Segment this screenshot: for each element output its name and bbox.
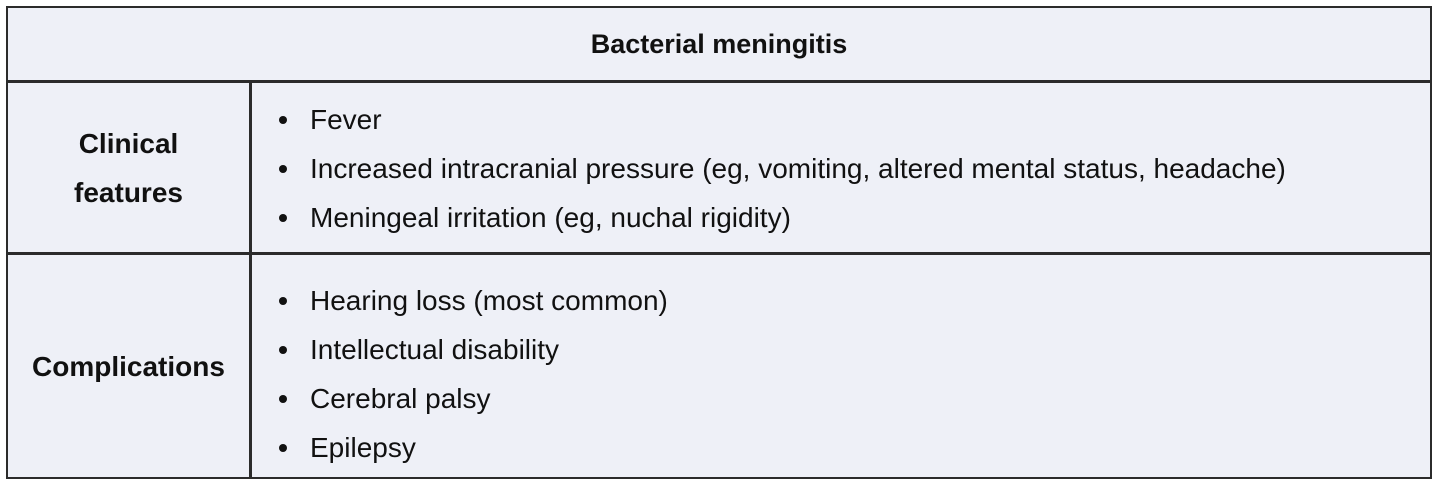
list-item-text: Fever: [310, 104, 382, 135]
list-item-text: Meningeal irritation (eg, nuchal rigidit…: [310, 202, 791, 233]
list-item: Fever: [272, 95, 1430, 144]
list-item-text: Cerebral palsy: [310, 383, 491, 414]
table-row-clinical-features: Clinical features Fever Increased intracr…: [8, 83, 1430, 255]
list-item-text: Increased intracranial pressure (eg, vom…: [310, 153, 1286, 184]
table-row-complications: Complications Hearing loss (most common)…: [8, 255, 1430, 477]
row-label-clinical-features: Clinical features: [8, 83, 252, 252]
bullet-icon: [279, 395, 287, 403]
bullet-icon: [279, 346, 287, 354]
list-item: Cerebral palsy: [272, 374, 1430, 423]
clinical-features-list: Fever Increased intracranial pressure (e…: [272, 95, 1430, 242]
list-item: Increased intracranial pressure (eg, vom…: [272, 144, 1430, 193]
list-item: Epilepsy: [272, 423, 1430, 472]
list-item: Hearing loss (most common): [272, 276, 1430, 325]
list-item: Meningeal irritation (eg, nuchal rigidit…: [272, 193, 1430, 242]
list-item-text: Hearing loss (most common): [310, 285, 668, 316]
table-title: Bacterial meningitis: [8, 8, 1430, 83]
complications-list: Hearing loss (most common) Intellectual …: [272, 276, 1430, 472]
list-item-text: Epilepsy: [310, 432, 416, 463]
bullet-icon: [279, 116, 287, 124]
row-content-clinical-features: Fever Increased intracranial pressure (e…: [252, 83, 1430, 252]
bullet-icon: [279, 297, 287, 305]
list-item: Intellectual disability: [272, 325, 1430, 374]
bullet-icon: [279, 444, 287, 452]
bullet-icon: [279, 165, 287, 173]
row-content-complications: Hearing loss (most common) Intellectual …: [252, 255, 1430, 477]
bacterial-meningitis-table: Bacterial meningitis Clinical features Fe…: [6, 6, 1432, 479]
list-item-text: Intellectual disability: [310, 334, 560, 365]
row-label-complications: Complications: [8, 255, 252, 477]
bullet-icon: [279, 214, 287, 222]
